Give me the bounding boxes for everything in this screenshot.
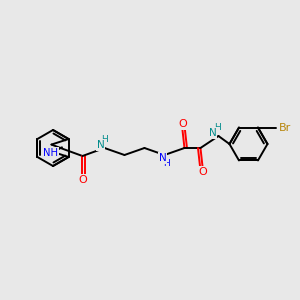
Text: O: O [78, 175, 87, 185]
Text: N: N [159, 153, 166, 163]
Text: H: H [214, 124, 221, 133]
Text: N: N [208, 128, 216, 138]
Text: O: O [198, 167, 207, 177]
Text: H: H [101, 136, 108, 145]
Text: Br: Br [279, 122, 291, 133]
Text: NH: NH [43, 148, 58, 158]
Text: N: N [97, 140, 104, 150]
Text: H: H [163, 158, 170, 167]
Text: O: O [178, 119, 187, 129]
